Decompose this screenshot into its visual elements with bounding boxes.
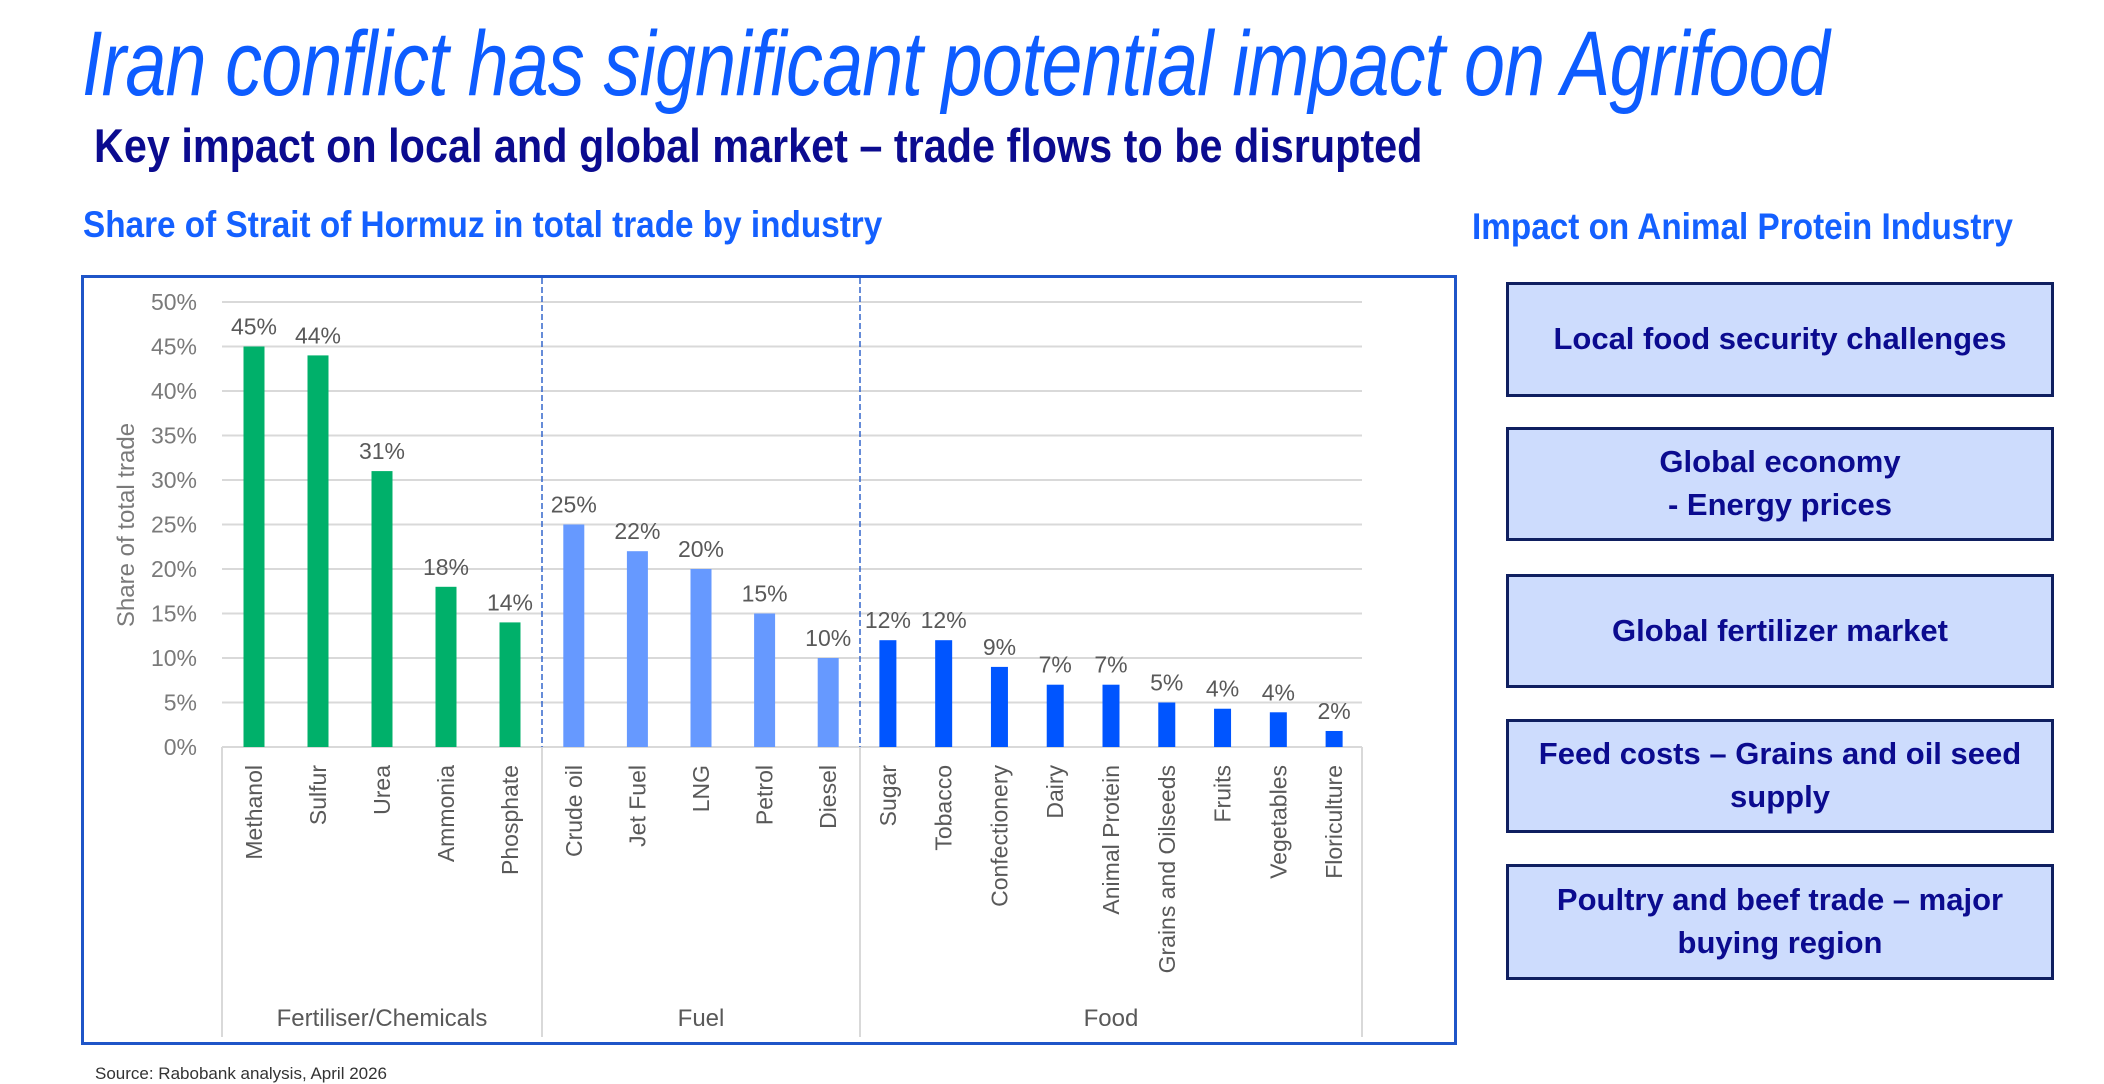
category-label: Grains and Oilseeds: [1154, 765, 1180, 973]
data-label: 25%: [551, 492, 597, 518]
bar-tobacco: [935, 640, 953, 747]
bar-fruits: [1214, 708, 1232, 747]
data-label: 45%: [231, 314, 277, 340]
bar-animal-protein: [1102, 684, 1120, 747]
bar-diesel: [817, 658, 839, 747]
category-label: Dairy: [1042, 765, 1068, 819]
category-label: LNG: [688, 765, 714, 812]
y-tick-label: 50%: [151, 289, 197, 315]
category-label: Fruits: [1210, 765, 1236, 823]
y-axis-title: Share of total trade: [113, 423, 140, 627]
data-label: 4%: [1262, 679, 1295, 705]
y-tick-label: 15%: [151, 601, 197, 627]
category-label: Urea: [369, 765, 395, 815]
data-label: 7%: [1094, 652, 1127, 678]
data-label: 31%: [359, 438, 405, 464]
category-label: Diesel: [815, 765, 841, 829]
data-label: 2%: [1317, 698, 1350, 724]
y-tick-label: 20%: [151, 556, 197, 582]
bar-dairy: [1046, 684, 1064, 747]
impact-box-fertilizer-market: Global fertilizer market: [1506, 574, 2054, 688]
category-label: Confectionery: [986, 765, 1012, 907]
bar-urea: [371, 471, 393, 747]
category-label: Floriculture: [1321, 765, 1347, 879]
data-label: 5%: [1150, 670, 1183, 696]
category-label: Sugar: [875, 765, 901, 827]
data-label: 15%: [742, 581, 788, 607]
category-label: Tobacco: [931, 765, 957, 851]
chart-frame: [81, 275, 1457, 1045]
y-tick-label: 45%: [151, 334, 197, 360]
bar-sugar: [879, 640, 897, 747]
category-label: Crude oil: [561, 765, 587, 857]
category-label: Ammonia: [433, 765, 459, 862]
group-label: Fertiliser/Chemicals: [277, 1005, 488, 1032]
bar-vegetables: [1269, 712, 1287, 747]
group-label: Fuel: [678, 1005, 725, 1032]
y-tick-label: 10%: [151, 645, 197, 671]
bar-grains-and-oilseeds: [1158, 702, 1176, 747]
impact-box-meat-trade: Poultry and beef trade – major buying re…: [1506, 864, 2054, 980]
data-label: 20%: [678, 536, 724, 562]
category-label: Petrol: [752, 765, 778, 825]
category-label: Sulfur: [305, 765, 331, 825]
impact-box-feed-costs: Feed costs – Grains and oil seed supply: [1506, 719, 2054, 833]
category-label: Animal Protein: [1098, 765, 1124, 915]
data-label: 18%: [423, 554, 469, 580]
y-tick-label: 35%: [151, 423, 197, 449]
impact-box-local-food-security: Local food security challenges: [1506, 282, 2054, 397]
bar-lng: [690, 569, 712, 747]
category-label: Methanol: [241, 765, 267, 860]
bar-phosphate: [499, 622, 521, 747]
y-tick-label: 40%: [151, 378, 197, 404]
data-label: 7%: [1039, 652, 1072, 678]
y-tick-label: 30%: [151, 467, 197, 493]
page-subtitle: Key impact on local and global market – …: [94, 119, 1423, 172]
bar-confectionery: [990, 666, 1008, 747]
impact-heading: Impact on Animal Protein Industry: [1472, 206, 2013, 247]
data-label: 12%: [921, 607, 967, 633]
category-label: Vegetables: [1265, 765, 1291, 879]
chart-heading: Share of Strait of Hormuz in total trade…: [83, 204, 883, 245]
category-label: Jet Fuel: [624, 765, 650, 847]
bar-ammonia: [435, 586, 457, 747]
bar-jet-fuel: [626, 551, 648, 747]
source-note: Source: Rabobank analysis, April 2026: [95, 1064, 388, 1083]
y-tick-label: 0%: [164, 734, 197, 760]
bar-crude-oil: [563, 524, 585, 747]
y-tick-label: 5%: [164, 690, 197, 716]
data-label: 22%: [614, 518, 660, 544]
impact-box-global-economy: Global economy - Energy prices: [1506, 427, 2054, 541]
data-label: 4%: [1206, 676, 1239, 702]
y-tick-label: 25%: [151, 512, 197, 538]
bar-floriculture: [1325, 730, 1343, 747]
bar-methanol: [243, 346, 265, 747]
group-label: Food: [1084, 1005, 1139, 1032]
data-label: 10%: [805, 625, 851, 651]
data-label: 12%: [865, 607, 911, 633]
data-label: 9%: [983, 634, 1016, 660]
bar-sulfur: [307, 355, 329, 747]
page-title: Iran conflict has significant potential …: [82, 13, 1830, 115]
bar-petrol: [754, 613, 776, 747]
category-label: Phosphate: [497, 765, 523, 875]
data-label: 14%: [487, 589, 533, 615]
data-label: 44%: [295, 322, 341, 348]
